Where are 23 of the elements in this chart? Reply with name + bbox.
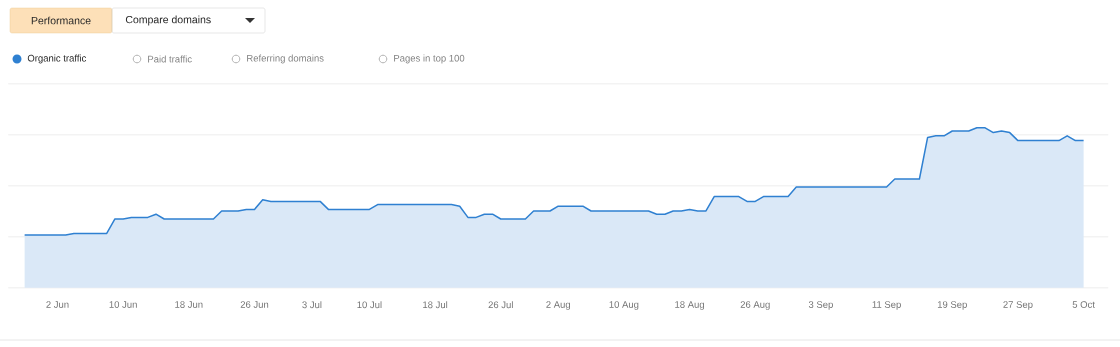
x-tick-label: 11 Sep [872, 301, 901, 310]
text: Compare domains [125, 15, 211, 26]
text: Referring domains [247, 54, 324, 64]
x-tick-label: 10 Aug [609, 301, 639, 310]
x-tick-label: 10 Jun [109, 301, 137, 308]
x-tick-label: 26 Aug [740, 301, 770, 310]
x-tick-label: 2 Aug [546, 301, 571, 310]
x-tick-label: 19 Sep [937, 301, 967, 310]
x-tick-label: 18 Aug [675, 301, 704, 310]
x-tick-label: 27 Sep [1003, 301, 1033, 310]
x-tick-label: 26 Jun [240, 301, 269, 308]
x-tick-label: 3 Sep [808, 301, 833, 310]
text: Paid traffic [148, 55, 192, 63]
text: Pages in top 100 [394, 54, 465, 64]
x-tick-label: 10 Jul [357, 301, 382, 309]
text: Performance [31, 16, 91, 25]
x-tick-label: 5 Oct [1072, 301, 1095, 308]
x-tick-label: 3 Jul [302, 301, 322, 309]
x-tick-label: 26 Jul [488, 301, 513, 309]
x-tick-label: 18 Jul [423, 301, 448, 309]
x-tick-label: 18 Jun [175, 301, 203, 308]
x-tick-label: 2 Jun [46, 301, 69, 308]
legend-label: Organic traffic [27, 54, 87, 64]
